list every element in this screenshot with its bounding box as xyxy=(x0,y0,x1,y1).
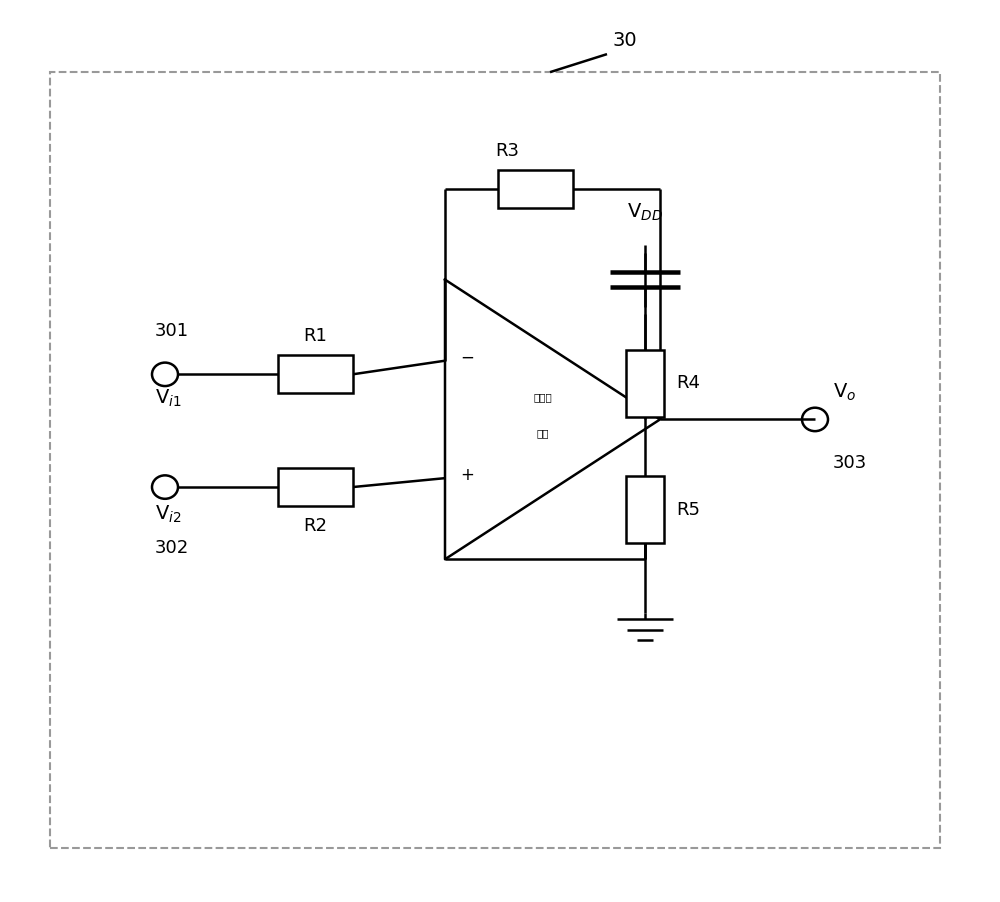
Text: 302: 302 xyxy=(155,539,189,557)
Bar xyxy=(278,468,352,506)
Text: 大器: 大器 xyxy=(536,428,549,438)
Text: R2: R2 xyxy=(303,517,327,535)
Text: 运算放: 运算放 xyxy=(533,391,552,402)
Bar xyxy=(626,476,664,543)
Text: R5: R5 xyxy=(676,501,700,519)
Text: V$_{i1}$: V$_{i1}$ xyxy=(155,388,182,410)
Text: R4: R4 xyxy=(676,374,700,392)
Text: R3: R3 xyxy=(495,142,519,160)
Text: R1: R1 xyxy=(303,327,327,345)
Text: 30: 30 xyxy=(613,31,637,51)
Text: V$_{i2}$: V$_{i2}$ xyxy=(155,503,182,525)
Text: V$_{o}$: V$_{o}$ xyxy=(833,382,856,403)
Bar xyxy=(50,72,940,848)
Text: −: − xyxy=(460,349,474,367)
Text: V$_{DD}$: V$_{DD}$ xyxy=(627,201,663,223)
Text: +: + xyxy=(460,466,474,484)
Bar xyxy=(498,170,572,208)
Text: 303: 303 xyxy=(833,454,867,472)
Text: 301: 301 xyxy=(155,322,189,340)
Bar xyxy=(278,355,352,393)
Bar xyxy=(626,350,664,417)
